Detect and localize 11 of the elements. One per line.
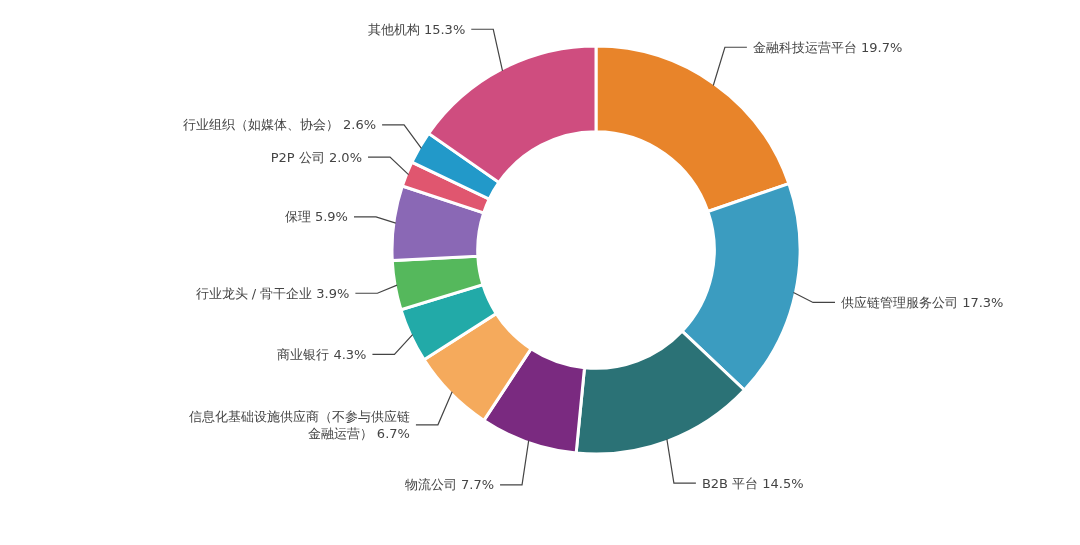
slice-label: 行业组织（如媒体、协会） 2.6%	[182, 117, 377, 133]
slice-label: B2B 平台 14.5%	[701, 475, 804, 491]
slice-label: P2P 公司 2.0%	[270, 149, 363, 165]
slice-label: 金融科技运营平台 19.7%	[752, 39, 903, 55]
slice-label: 其他机构 15.3%	[367, 21, 466, 37]
slice-label: 商业银行 4.3%	[277, 346, 367, 362]
slice-label: 保理 5.9%	[284, 209, 348, 225]
slice-label: 物流公司 7.7%	[404, 477, 495, 493]
slice-label: 信息化基础设施供应商（不参与供应链金融运营） 6.7%	[188, 408, 410, 441]
slice-label: 供应链管理服务公司 17.3%	[841, 294, 1004, 310]
slice-label: 行业龙头 / 骨干企业 3.9%	[195, 285, 350, 301]
